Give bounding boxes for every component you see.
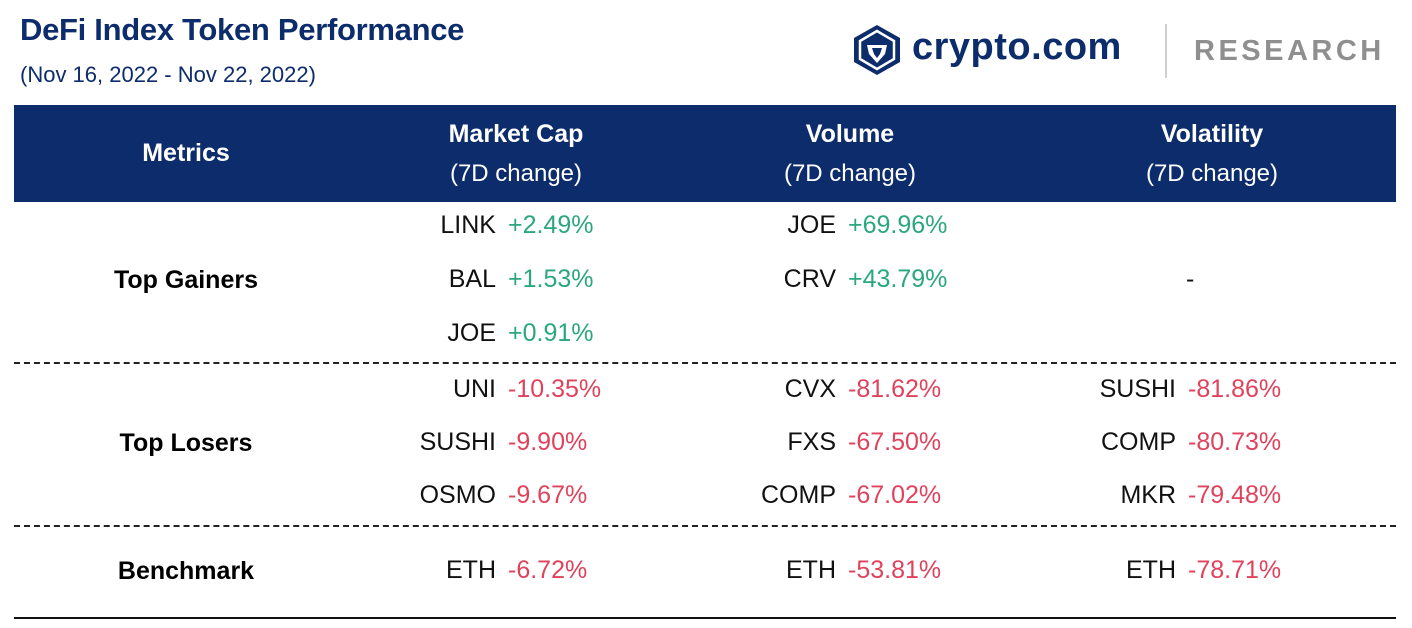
table-cell: ETH -78.71% <box>976 556 1281 590</box>
token-symbol: LINK <box>440 211 496 239</box>
token-symbol: OSMO <box>419 481 496 509</box>
change-value: -81.86% <box>1188 375 1282 403</box>
row-divider <box>14 525 1396 527</box>
table-cell: BAL +1.53% <box>296 265 594 299</box>
token-symbol: BAL <box>448 265 496 293</box>
change-value: +69.96% <box>848 211 948 239</box>
page-title: DeFi Index Token Performance <box>20 12 465 47</box>
volatility-empty-cell: - <box>1186 265 1195 293</box>
token-symbol: FXS <box>787 428 836 456</box>
header-volatility-sub: (7D change) <box>1145 159 1279 187</box>
table-cell: CVX -81.62% <box>636 375 942 409</box>
token-symbol: UNI <box>452 375 496 403</box>
table-cell: UNI -10.35% <box>296 375 601 409</box>
change-value: -79.48% <box>1188 481 1282 509</box>
table-header: Metrics Market Cap (7D change) Volume (7… <box>14 105 1396 202</box>
brand-header: crypto.com RESEARCH <box>852 22 1397 78</box>
change-value: -6.72% <box>508 556 588 584</box>
header-volume-sub: (7D change) <box>783 159 917 187</box>
change-value: -9.67% <box>508 481 588 509</box>
brand-name: crypto.com <box>912 26 1122 68</box>
token-symbol: ETH <box>1126 556 1176 584</box>
table-cell: JOE +69.96% <box>636 211 947 245</box>
token-symbol: ETH <box>786 556 836 584</box>
table-cell: CRV +43.79% <box>636 265 948 299</box>
token-symbol: COMP <box>1101 428 1176 456</box>
token-symbol: CVX <box>784 375 836 403</box>
table-cell: COMP -67.02% <box>636 481 941 515</box>
token-symbol: MKR <box>1120 481 1176 509</box>
header-market-cap: Market Cap (7D change) <box>346 105 686 202</box>
crypto-com-lion-logo-icon <box>854 25 900 75</box>
change-value: -78.71% <box>1188 556 1282 584</box>
change-value: -9.90% <box>508 428 588 456</box>
table-cell: SUSHI -9.90% <box>296 428 588 462</box>
table-cell: COMP -80.73% <box>976 428 1281 462</box>
table-cell: FXS -67.50% <box>636 428 941 462</box>
header-volume: Volume (7D change) <box>680 105 1020 202</box>
table-cell: SUSHI -81.86% <box>976 375 1282 409</box>
token-symbol: SUSHI <box>1099 375 1176 403</box>
table-cell: OSMO -9.67% <box>296 481 588 515</box>
table-cell: LINK +2.49% <box>296 211 593 245</box>
change-value: -67.50% <box>848 428 942 456</box>
table-cell: JOE +0.91% <box>296 319 593 353</box>
table-cell: MKR -79.48% <box>976 481 1281 515</box>
brand-section-label: RESEARCH <box>1194 35 1385 67</box>
header-volume-title: Volume <box>805 119 895 148</box>
table-cell: ETH -53.81% <box>636 556 941 590</box>
token-symbol: COMP <box>761 481 836 509</box>
change-value: -67.02% <box>848 481 942 509</box>
token-symbol: CRV <box>783 265 836 293</box>
row-divider <box>14 362 1396 364</box>
date-range: (Nov 16, 2022 - Nov 22, 2022) <box>20 62 316 87</box>
token-symbol: JOE <box>447 319 496 347</box>
change-value: +2.49% <box>508 211 594 239</box>
token-symbol: SUSHI <box>419 428 496 456</box>
header-market-cap-title: Market Cap <box>448 119 584 148</box>
brand-divider <box>1165 24 1167 78</box>
row-label-benchmark: Benchmark <box>117 557 255 585</box>
table-cell: ETH -6.72% <box>296 556 587 590</box>
header-volatility: Volatility (7D change) <box>1042 105 1382 202</box>
change-value: -53.81% <box>848 556 942 584</box>
token-symbol: JOE <box>787 211 836 239</box>
header-metrics: Metrics <box>14 105 358 202</box>
header-market-cap-sub: (7D change) <box>449 159 583 187</box>
change-value: -80.73% <box>1188 428 1282 456</box>
change-value: +1.53% <box>508 265 594 293</box>
change-value: -81.62% <box>848 375 942 403</box>
change-value: +0.91% <box>508 319 594 347</box>
row-label-top-losers: Top Losers <box>119 429 253 457</box>
header-metrics-title: Metrics <box>142 139 230 167</box>
table-bottom-rule <box>14 617 1396 619</box>
change-value: -10.35% <box>508 375 602 403</box>
token-symbol: ETH <box>446 556 496 584</box>
change-value: +43.79% <box>848 265 948 293</box>
row-label-top-gainers: Top Gainers <box>113 266 258 294</box>
header-volatility-title: Volatility <box>1160 119 1264 148</box>
